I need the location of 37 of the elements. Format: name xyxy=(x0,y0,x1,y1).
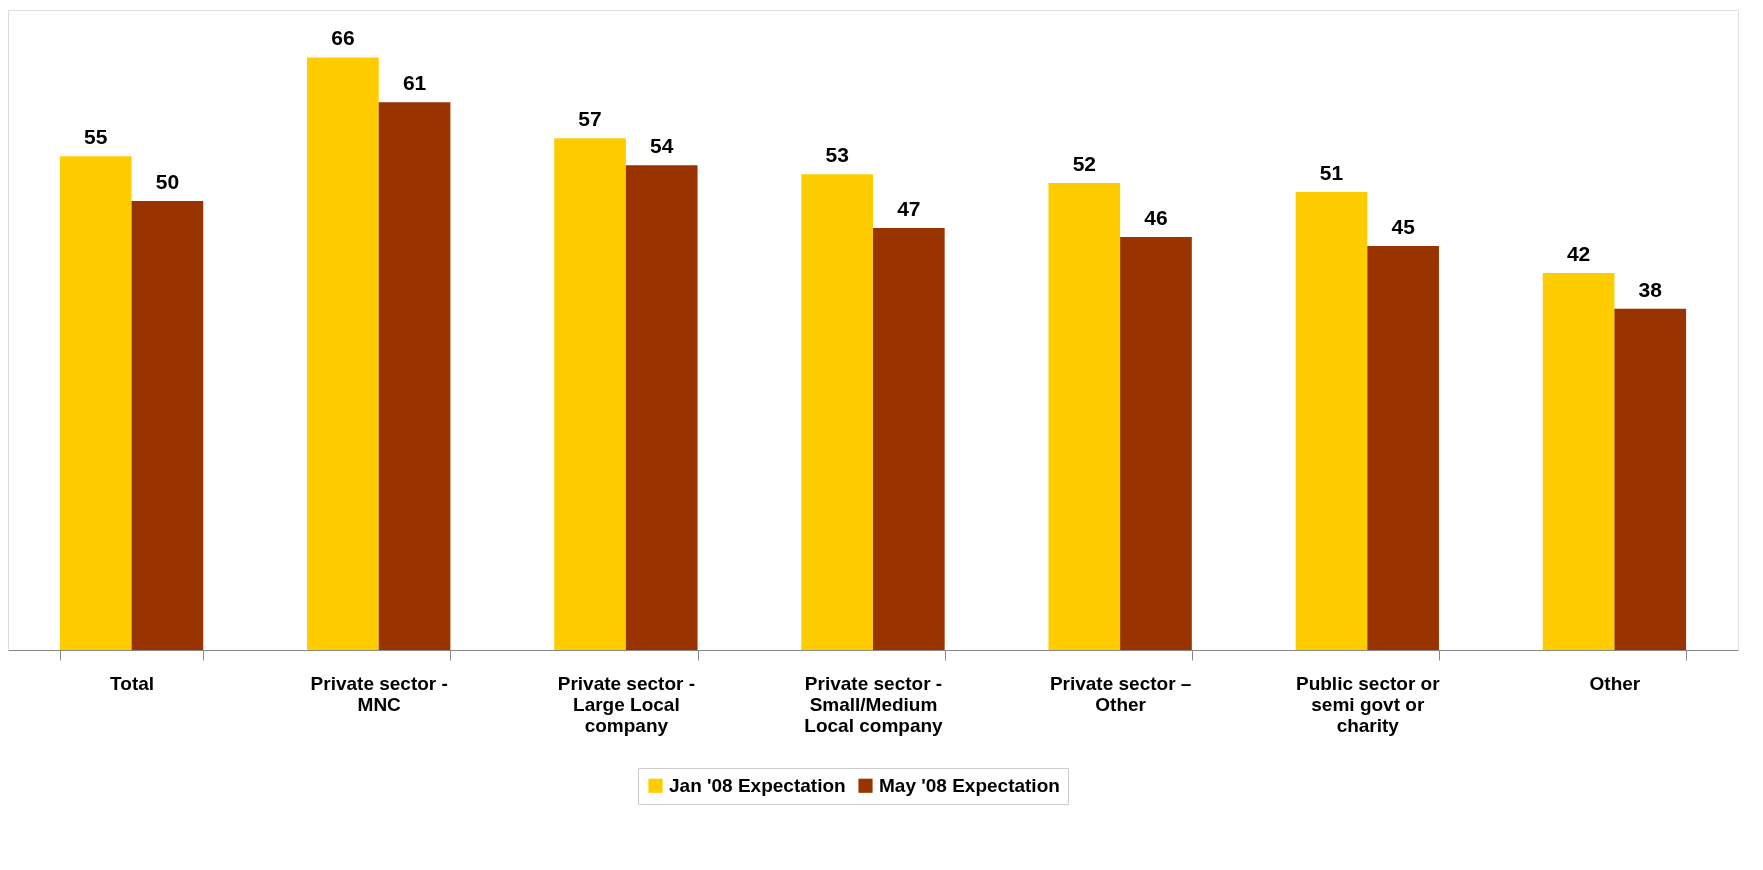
bar xyxy=(625,165,698,650)
bar xyxy=(378,102,451,650)
data-label: 46 xyxy=(1144,205,1168,229)
x-tick-label: Total xyxy=(110,672,155,694)
data-label: 45 xyxy=(1391,214,1416,238)
data-label: 42 xyxy=(1566,241,1591,265)
data-label: 54 xyxy=(650,134,674,158)
bar xyxy=(59,156,132,650)
data-label: 57 xyxy=(578,107,602,131)
bar xyxy=(1295,192,1368,650)
bar xyxy=(1367,245,1439,650)
data-label: 50 xyxy=(155,170,180,194)
data-label: 66 xyxy=(331,26,355,50)
bar xyxy=(307,57,379,650)
x-tick-label: Private sector - Small/Medium Local company xyxy=(804,672,944,736)
bar xyxy=(1120,236,1192,650)
data-label: 55 xyxy=(84,125,108,149)
data-label: 38 xyxy=(1638,277,1663,301)
data-label: 47 xyxy=(897,197,921,220)
bar xyxy=(1048,183,1121,650)
bar xyxy=(554,138,626,650)
bar xyxy=(801,174,873,650)
data-label: 53 xyxy=(825,143,849,167)
data-label: 61 xyxy=(402,71,427,95)
bar xyxy=(1542,272,1615,650)
x-tick-label: Other xyxy=(1589,672,1641,694)
x-tick-label: Public sector or semi govt or charity xyxy=(1295,672,1441,736)
legend-label: Jan '08 Expectation xyxy=(669,774,846,796)
bar xyxy=(1614,308,1687,650)
x-tick-label: Private sector - Large Local company xyxy=(557,672,696,736)
bar xyxy=(873,228,945,650)
bar xyxy=(131,201,204,650)
x-tick-label: Private sector – Other xyxy=(1049,672,1192,715)
x-tick-label: Private sector - MNC xyxy=(310,672,448,715)
data-label: 51 xyxy=(1319,161,1344,185)
legend-label: May '08 Expectation xyxy=(879,774,1060,796)
data-label: 52 xyxy=(1072,152,1096,176)
